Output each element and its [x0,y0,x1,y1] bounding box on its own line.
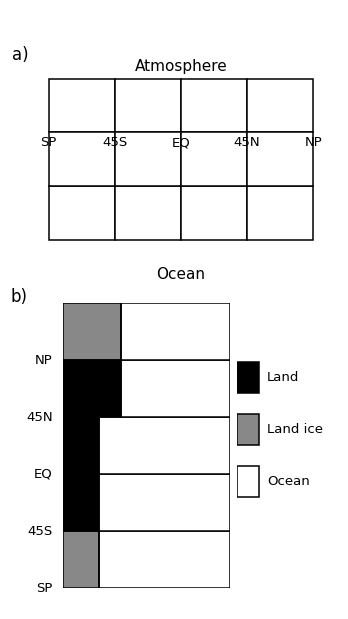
Text: a): a) [12,46,29,64]
Text: b): b) [10,288,27,306]
Text: Atmosphere: Atmosphere [135,59,227,74]
Bar [237,466,260,497]
Bar [181,186,247,240]
Bar [100,531,230,588]
Text: SP: SP [36,581,53,595]
Text: Land: Land [267,371,300,384]
Bar [237,414,260,445]
Bar [63,531,100,588]
Bar [100,474,230,531]
Text: 45N: 45N [234,136,260,149]
Text: NP: NP [35,353,53,367]
Bar [49,186,115,240]
Bar [63,360,121,417]
Bar [63,303,121,360]
Bar [49,132,115,186]
Bar [49,79,115,132]
Text: 45S: 45S [102,136,127,149]
Text: Ocean: Ocean [267,475,310,488]
Text: Land ice: Land ice [267,423,323,436]
Text: 45S: 45S [27,524,53,538]
Bar [115,79,181,132]
Bar [115,186,181,240]
Bar [247,79,313,132]
Text: EQ: EQ [172,136,190,149]
Text: Ocean: Ocean [157,267,205,282]
Bar [247,132,313,186]
Bar [181,132,247,186]
Bar [100,417,230,474]
Bar [63,474,100,531]
Bar [121,360,230,417]
Bar [181,79,247,132]
Text: EQ: EQ [34,467,53,481]
Text: NP: NP [304,136,322,149]
Bar [237,362,260,393]
Text: 45N: 45N [26,410,53,424]
Bar [63,417,100,474]
Bar [121,303,230,360]
Bar [115,132,181,186]
Bar [63,303,121,360]
Bar [63,474,100,531]
Bar [63,417,100,474]
Bar [63,531,100,588]
Bar [63,360,121,417]
Text: SP: SP [40,136,57,149]
Bar [247,186,313,240]
